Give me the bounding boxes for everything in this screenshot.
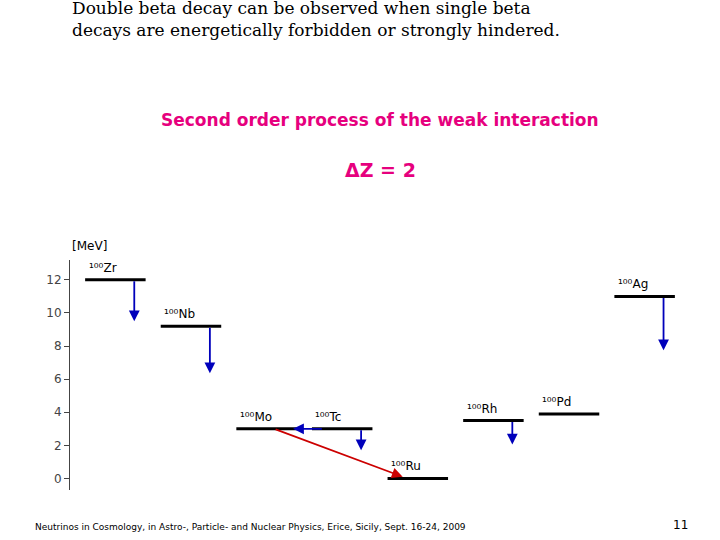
svg-text:10: 10 xyxy=(46,306,61,320)
svg-text:Neutrinos in Cosmology, in Ast: Neutrinos in Cosmology, in Astro-, Parti… xyxy=(35,522,466,532)
svg-text:11: 11 xyxy=(673,518,688,532)
svg-text:¹⁰⁰Ru: ¹⁰⁰Ru xyxy=(391,459,421,473)
svg-text:6: 6 xyxy=(54,372,62,386)
svg-text:8: 8 xyxy=(54,339,62,353)
svg-text:Double beta decay can be obser: Double beta decay can be observed when s… xyxy=(72,0,560,40)
svg-text:¹⁰⁰Mo: ¹⁰⁰Mo xyxy=(240,410,272,424)
svg-text:2: 2 xyxy=(54,439,62,453)
svg-text:Second order process of the we: Second order process of the weak interac… xyxy=(161,110,599,130)
svg-text:¹⁰⁰Zr: ¹⁰⁰Zr xyxy=(89,261,117,275)
svg-text:ΔZ = 2: ΔZ = 2 xyxy=(345,159,416,181)
svg-text:¹⁰⁰Tc: ¹⁰⁰Tc xyxy=(315,410,341,424)
svg-text:4: 4 xyxy=(54,405,62,419)
svg-text:¹⁰⁰Nb: ¹⁰⁰Nb xyxy=(164,307,195,321)
svg-text:¹⁰⁰Pd: ¹⁰⁰Pd xyxy=(542,395,571,409)
svg-text:[MeV]: [MeV] xyxy=(72,239,107,253)
svg-text:12: 12 xyxy=(46,273,61,287)
svg-text:¹⁰⁰Ag: ¹⁰⁰Ag xyxy=(618,277,648,291)
svg-text:¹⁰⁰Rh: ¹⁰⁰Rh xyxy=(467,402,497,416)
svg-text:0: 0 xyxy=(54,472,62,486)
